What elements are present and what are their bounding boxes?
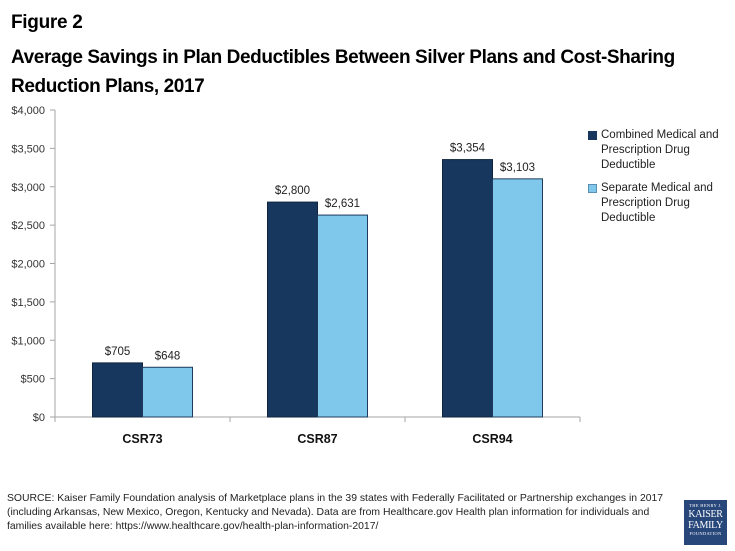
y-tick-label: $0	[33, 412, 45, 424]
legend-label-separate: Separate Medical and Prescription Drug D…	[601, 182, 713, 224]
data-label: $3,354	[450, 143, 486, 155]
chart-title: Average Savings in Plan Deductibles Betw…	[11, 47, 675, 97]
bars	[92, 159, 543, 418]
x-axis: CSR73 CSR87 CSR94	[54, 416, 581, 446]
x-category-label: CSR87	[297, 432, 337, 446]
y-axis: $0 $500 $1,000 $1,500 $2,000 $2,500 $3,000 $3,5…	[11, 105, 56, 424]
y-tick-label: $4,000	[11, 105, 45, 117]
x-category-label: CSR94	[472, 432, 512, 446]
logo-line-1: THE HENRY J.	[689, 503, 722, 508]
kff-logo: THE HENRY J. KAISER FAMILY FOUNDATION	[684, 500, 727, 545]
data-labels: $705 $648 $2,800 $2,631 $3,354 $3,103	[105, 143, 535, 363]
y-tick-label: $2,000	[11, 259, 45, 271]
data-label: $705	[105, 346, 131, 358]
y-tick-label: $1,000	[11, 335, 45, 347]
source-note: SOURCE: Kaiser Family Foundation analysi…	[7, 493, 664, 532]
y-tick-label: $500	[21, 374, 45, 386]
y-tick-label: $3,000	[11, 182, 45, 194]
bar-csr73-series-1	[92, 362, 143, 418]
data-label: $2,800	[275, 185, 310, 197]
legend-item-separate: Separate Medical and Prescription Drug D…	[588, 181, 733, 226]
logo-line-4: FOUNDATION	[689, 531, 722, 536]
legend-swatch-combined	[588, 131, 597, 140]
legend: Combined Medical and Prescription Drug D…	[588, 128, 733, 234]
bar-csr87-series-1	[267, 201, 318, 418]
legend-swatch-separate	[588, 184, 597, 193]
logo-line-2: KAISER	[688, 509, 723, 520]
legend-label-combined: Combined Medical and Prescription Drug D…	[601, 129, 719, 171]
logo-line-3: FAMILY	[688, 520, 723, 531]
y-tick-label: $1,500	[11, 297, 45, 309]
bar-csr94-series-2	[492, 178, 543, 418]
legend-item-combined: Combined Medical and Prescription Drug D…	[588, 128, 733, 173]
figure-label: Figure 2	[11, 12, 83, 33]
x-category-label: CSR73	[122, 432, 162, 446]
y-tick-label: $2,500	[11, 220, 45, 232]
bar-csr73-series-2	[142, 366, 193, 418]
bar-csr94-series-1	[442, 159, 493, 418]
y-tick-label: $3,500	[11, 143, 45, 155]
data-label: $2,631	[325, 198, 360, 210]
bar-csr87-series-2	[317, 214, 368, 418]
data-label: $648	[155, 350, 181, 362]
bar-chart: $0 $500 $1,000 $1,500 $2,000 $2,500 $3,000 $3,5…	[11, 105, 581, 446]
data-label: $3,103	[500, 162, 535, 174]
